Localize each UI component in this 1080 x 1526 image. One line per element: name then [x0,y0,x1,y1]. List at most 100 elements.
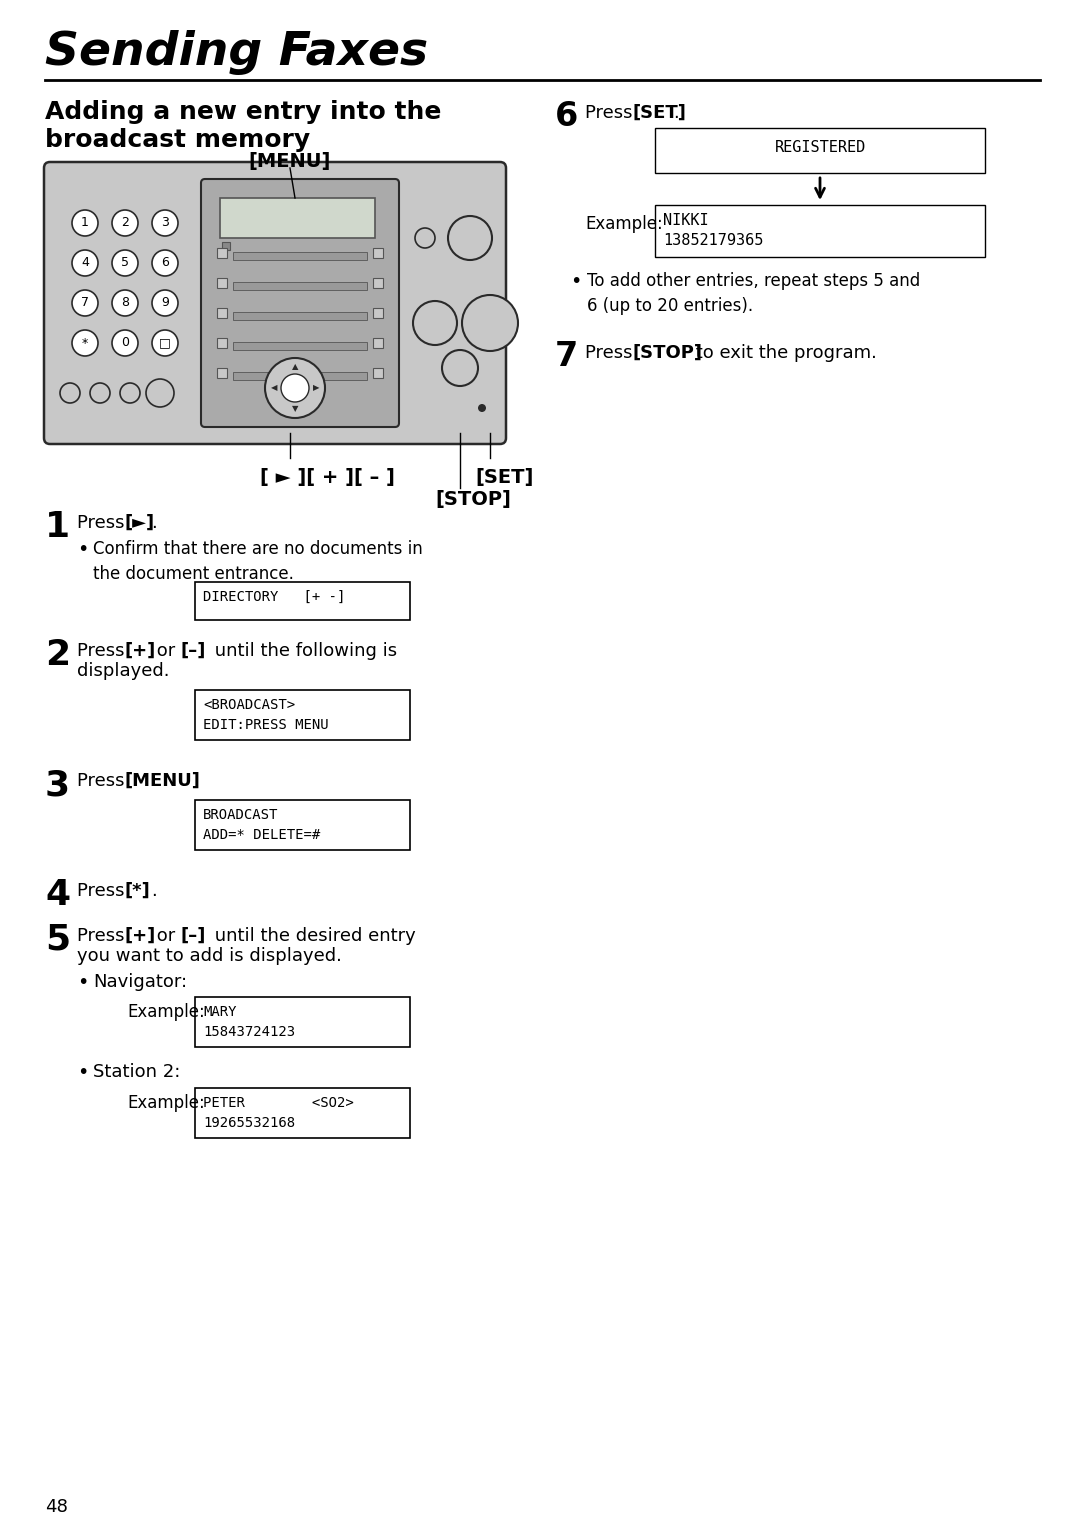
Circle shape [72,211,98,237]
Text: •: • [570,272,581,291]
Text: Example:: Example: [127,1094,205,1112]
Text: Confirm that there are no documents in
the document entrance.: Confirm that there are no documents in t… [93,540,422,583]
Text: 7: 7 [81,296,89,310]
Text: 48: 48 [45,1499,68,1515]
Text: 8: 8 [121,296,129,310]
Text: •: • [77,974,89,992]
Bar [373,337,383,348]
Circle shape [448,217,492,259]
Text: [►]: [►] [125,514,156,533]
Text: [*]: [*] [125,882,151,900]
FancyBboxPatch shape [201,179,399,427]
Text: Example:: Example: [585,215,663,233]
Circle shape [462,295,518,351]
Bar [217,308,227,317]
Text: •: • [77,1064,89,1082]
Bar [233,282,367,290]
Text: Press: Press [77,882,131,900]
Text: Press: Press [77,642,131,661]
Text: 6: 6 [555,101,578,133]
Text: 4: 4 [45,877,70,913]
Text: [SET]: [SET] [475,468,534,487]
Text: ▲: ▲ [292,363,298,371]
Circle shape [478,404,486,412]
Text: broadcast memory: broadcast memory [45,128,310,153]
Bar [195,996,410,1047]
Bar [654,128,985,172]
Text: Press: Press [585,343,638,362]
Circle shape [72,250,98,276]
Text: 4: 4 [81,256,89,270]
Text: [SET]: [SET] [633,104,687,122]
Text: REGISTERED: REGISTERED [774,140,866,156]
Text: [MENU]: [MENU] [248,153,332,171]
Bar [373,249,383,258]
Circle shape [415,227,435,249]
Text: ADD=* DELETE=#: ADD=* DELETE=# [203,829,321,842]
Bar [233,311,367,320]
Bar [195,800,410,850]
Text: you want to add is displayed.: you want to add is displayed. [77,948,342,964]
Text: 6: 6 [161,256,168,270]
Text: MARY: MARY [203,1006,237,1019]
Text: Sending Faxes: Sending Faxes [45,31,428,75]
Text: BROADCAST: BROADCAST [203,807,279,823]
Text: To add other entries, repeat steps 5 and
6 (up to 20 entries).: To add other entries, repeat steps 5 and… [588,272,920,314]
Bar [654,204,985,256]
Text: or: or [151,642,181,661]
Bar [217,249,227,258]
Text: [+]: [+] [125,926,157,945]
Bar [195,1088,410,1138]
Circle shape [152,250,178,276]
Text: displayed.: displayed. [77,662,170,681]
Bar [373,278,383,288]
Bar [233,372,367,380]
Circle shape [281,374,309,401]
Circle shape [72,330,98,356]
Circle shape [72,290,98,316]
FancyBboxPatch shape [44,162,507,444]
Circle shape [442,349,478,386]
Text: 9: 9 [161,296,168,310]
Text: [ ► ][ + ][ – ]: [ ► ][ + ][ – ] [260,468,395,487]
Text: 1: 1 [45,510,70,543]
Circle shape [112,250,138,276]
Bar [233,252,367,259]
Text: [–]: [–] [181,926,206,945]
Text: DIRECTORY   [+ -]: DIRECTORY [+ -] [203,591,346,604]
Text: .: . [151,514,157,533]
Text: 3: 3 [45,768,70,803]
Text: *: * [82,337,89,349]
Text: □: □ [159,337,171,349]
Text: 0: 0 [121,337,129,349]
Circle shape [112,330,138,356]
Bar [373,308,383,317]
Text: •: • [77,540,89,559]
Text: 5: 5 [121,256,129,270]
Circle shape [265,359,325,418]
Text: [STOP]: [STOP] [633,343,703,362]
Text: .: . [180,772,186,790]
Text: Navigator:: Navigator: [93,974,187,990]
Text: 15843724123: 15843724123 [203,1025,295,1039]
Text: Press: Press [77,926,131,945]
Circle shape [152,290,178,316]
Text: ▼: ▼ [292,404,298,414]
Circle shape [60,383,80,403]
Text: 19265532168: 19265532168 [203,1116,295,1129]
Text: Adding a new entry into the: Adding a new entry into the [45,101,442,124]
Circle shape [150,383,170,403]
Text: .: . [673,104,678,122]
Bar [233,342,367,349]
Bar [217,368,227,378]
Text: ▶: ▶ [313,383,320,392]
Text: NIKKI: NIKKI [663,214,708,227]
Text: PETER        <SO2>: PETER <SO2> [203,1096,354,1109]
Text: [–]: [–] [181,642,206,661]
Text: Press: Press [77,772,131,790]
Circle shape [112,290,138,316]
Text: Press: Press [585,104,638,122]
Text: Press: Press [77,514,131,533]
Circle shape [152,211,178,237]
Text: until the following is: until the following is [210,642,397,661]
